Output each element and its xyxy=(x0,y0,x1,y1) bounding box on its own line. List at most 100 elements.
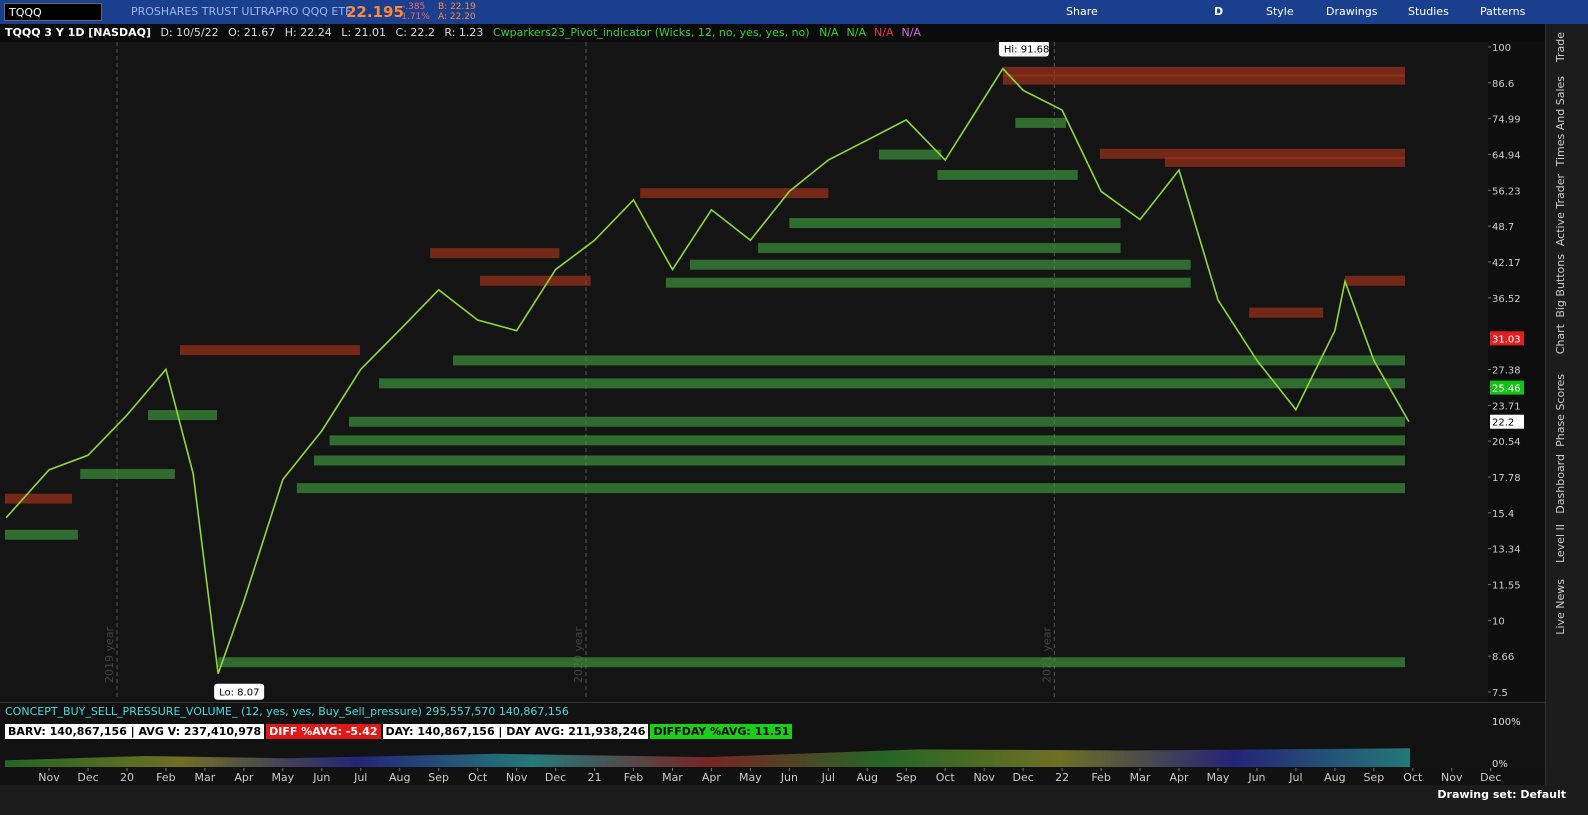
support-zone xyxy=(665,277,1191,288)
x-tick-label: Nov xyxy=(38,771,60,784)
resistance-zone xyxy=(479,275,591,286)
side-tab[interactable]: Dashboard xyxy=(1554,454,1567,514)
x-tick-label: Aug xyxy=(857,771,878,784)
x-tick-label: Sep xyxy=(1363,771,1384,784)
symbol-box[interactable]: TQQQ xyxy=(4,3,102,21)
resistance-zone xyxy=(1099,148,1406,159)
study-value: 295,557,570 xyxy=(425,705,496,718)
study-label: DIFFDAY %AVG: 11.51 xyxy=(650,724,793,739)
y-tick-label: 20.54 xyxy=(1492,437,1521,448)
price-line xyxy=(5,67,1410,674)
change: -.385 xyxy=(402,2,426,12)
change-pct: -1.71% xyxy=(398,12,430,22)
drawing-set: Drawing set: Default xyxy=(1437,788,1566,801)
support-zone xyxy=(329,435,1406,446)
x-tick-label: Jul xyxy=(1288,771,1302,784)
x-tick-label: 21 xyxy=(588,771,602,784)
study-values: N/A N/A N/A N/A xyxy=(819,26,929,39)
y-tick-label: 74.99 xyxy=(1492,115,1521,126)
support-zone xyxy=(937,169,1078,180)
x-tick-label: Jul xyxy=(821,771,835,784)
study-label: BARV: 140,867,156 | AVG V: 237,410,978 xyxy=(5,724,265,739)
x-tick-label: Mar xyxy=(1130,771,1151,784)
side-tab[interactable]: Chart xyxy=(1554,324,1567,355)
price-marker xyxy=(1490,414,1524,429)
resistance-zone xyxy=(430,248,560,259)
side-tab[interactable]: Trade xyxy=(1554,32,1567,63)
study-value: N/A xyxy=(874,26,894,39)
resistance-zone xyxy=(1002,66,1406,77)
y-tick-label: 86.6 xyxy=(1492,79,1514,90)
bid: B: 22.19 xyxy=(438,2,476,12)
support-zone xyxy=(218,657,1406,668)
resistance-zone xyxy=(5,493,73,504)
x-tick-label: Jul xyxy=(353,771,367,784)
study-label: DAY: 140,867,156 | DAY AVG: 211,938,246 xyxy=(382,724,649,739)
side-tab[interactable]: Times And Sales xyxy=(1554,76,1567,167)
support-zone xyxy=(1015,117,1067,128)
y-tick-label: 56.23 xyxy=(1492,186,1521,197)
support-zone xyxy=(789,218,1121,229)
resistance-zone xyxy=(640,188,829,199)
price-chart: 2019 year 2020 year 2021 year Hi: 91.68 Lo: … xyxy=(0,42,1545,700)
header-field: L: 21.01 xyxy=(341,26,387,39)
study-value: N/A xyxy=(819,26,839,39)
x-tick-label: Apr xyxy=(234,771,254,784)
y-tick-label: 13.34 xyxy=(1492,545,1521,556)
study-title: CONCEPT_BUY_SELL_PRESSURE_VOLUME_ (12, y… xyxy=(5,705,422,718)
study-value: N/A xyxy=(846,26,867,39)
last-price: 22.195 xyxy=(346,3,404,21)
year-label: 2021 year xyxy=(1040,626,1053,683)
header-field: C: 22.2 xyxy=(395,26,435,39)
support-zone xyxy=(690,259,1191,270)
support-zone xyxy=(80,468,175,479)
x-tick-label: Sep xyxy=(428,771,449,784)
header-field: D: 10/5/22 xyxy=(160,26,219,39)
y-tick-label: 42.17 xyxy=(1492,258,1521,269)
toolbar: TQQQ PROSHARES TRUST ULTRAPRO QQQ ETF 22… xyxy=(0,0,1588,24)
price-marker xyxy=(1490,380,1524,395)
side-tab[interactable]: Level II xyxy=(1554,524,1567,564)
y-tick-label: 17.78 xyxy=(1492,473,1521,484)
y-tick-label: 8.66 xyxy=(1492,652,1514,663)
annotation-label: Lo: 8.07 xyxy=(219,688,259,699)
x-tick-label: Sep xyxy=(896,771,917,784)
x-tick-label: Dec xyxy=(545,771,566,784)
header-title: TQQQ 3 Y 1D [NASDAQ] xyxy=(5,26,151,39)
resistance-zone xyxy=(1002,74,1406,85)
x-tick-label: Oct xyxy=(468,771,488,784)
x-tick-label: Apr xyxy=(702,771,722,784)
button[interactable]: D xyxy=(1214,5,1224,18)
side-tab[interactable]: Phase Scores xyxy=(1554,374,1567,447)
study-value: N/A xyxy=(901,26,921,39)
axis-bg xyxy=(1488,42,1545,700)
axis-label: 100% xyxy=(1492,717,1521,728)
description: PROSHARES TRUST ULTRAPRO QQQ ETF xyxy=(131,5,352,18)
x-tick-label: Nov xyxy=(973,771,995,784)
annotation-label: Hi: 91.68 xyxy=(1004,45,1049,56)
x-tick-label: 22 xyxy=(1055,771,1069,784)
button[interactable]: Style xyxy=(1266,5,1294,18)
x-tick-label: Nov xyxy=(506,771,528,784)
button[interactable]: Patterns xyxy=(1480,5,1526,18)
support-zone xyxy=(5,529,78,540)
button[interactable]: Studies xyxy=(1408,5,1449,18)
y-tick-label: 11.55 xyxy=(1492,580,1521,591)
y-tick-label: 36.52 xyxy=(1492,294,1521,305)
chart-header: TQQQ 3 Y 1D [NASDAQ] D: 10/5/22 O: 21.67… xyxy=(0,24,1545,42)
x-tick-label: May xyxy=(1207,771,1230,784)
study-line: CONCEPT_BUY_SELL_PRESSURE_VOLUME_ (12, y… xyxy=(5,705,569,718)
annotation-box xyxy=(998,42,1049,57)
price-marker-label: 31.03 xyxy=(1492,334,1521,345)
side-tab[interactable]: Big Buttons xyxy=(1554,254,1567,318)
side-tab[interactable]: Live News xyxy=(1554,579,1567,635)
side-tabs: Trade Times And Sales Active Trader Big But… xyxy=(1545,24,1588,785)
x-tick-label: Feb xyxy=(1091,771,1110,784)
side-tab[interactable]: Active Trader xyxy=(1554,174,1567,247)
axis-label: 0% xyxy=(1492,759,1508,770)
price-marker-label: 22.2 xyxy=(1492,418,1514,429)
button[interactable]: Drawings xyxy=(1326,5,1378,18)
button[interactable]: Share xyxy=(1066,5,1098,18)
x-tick-label: 20 xyxy=(120,771,134,784)
x-tick-label: Nov xyxy=(1441,771,1463,784)
